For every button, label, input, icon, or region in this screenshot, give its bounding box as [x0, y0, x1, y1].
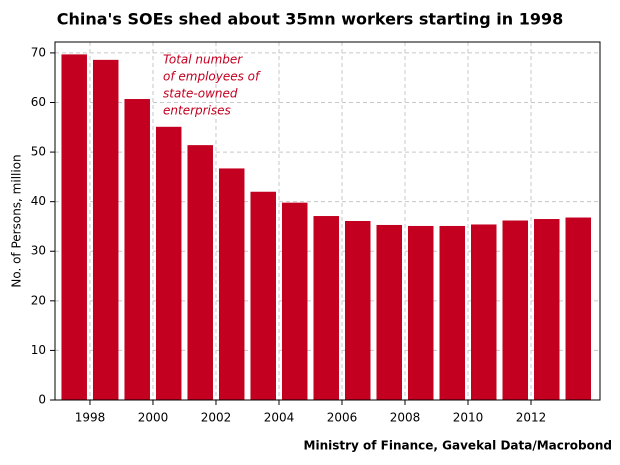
- bar: [439, 225, 466, 400]
- plot-frame: [54, 41, 601, 401]
- bar: [281, 202, 308, 400]
- bar: [565, 217, 592, 400]
- chart-title: China's SOEs shed about 35mn workers sta…: [57, 10, 564, 29]
- bar: [155, 126, 182, 400]
- x-tick-label: 1998: [75, 411, 106, 425]
- annotation: Total number: [163, 53, 243, 67]
- y-tick-label: 70: [31, 45, 46, 59]
- x-tick-label: 2000: [138, 411, 169, 425]
- bar: [250, 191, 276, 400]
- y-tick-label: 40: [31, 194, 46, 208]
- bar: [218, 168, 245, 400]
- y-tick-label: 10: [31, 343, 46, 357]
- x-tick-label: 2002: [201, 411, 232, 425]
- bar: [313, 216, 339, 400]
- y-tick-label: 30: [31, 244, 46, 258]
- bar: [407, 225, 434, 400]
- x-tick-label: 2008: [390, 411, 421, 425]
- bar: [187, 145, 213, 400]
- bar: [92, 59, 119, 401]
- annotation: state-owned: [163, 87, 238, 101]
- bar: [502, 220, 529, 400]
- y-tick-label: 50: [31, 145, 46, 159]
- bar: [471, 224, 497, 400]
- y-tick-label: 60: [31, 95, 46, 109]
- y-tick-label: 0: [38, 393, 46, 407]
- annotation: enterprises: [163, 104, 231, 118]
- source: Ministry of Finance, Gavekal Data/Macrob…: [304, 439, 612, 453]
- bar: [344, 221, 371, 400]
- bar: [124, 99, 150, 401]
- annotation: of employees of: [163, 70, 261, 84]
- x-tick-label: 2004: [264, 411, 295, 425]
- y-tick-label: 20: [31, 293, 46, 307]
- x-tick-label: 2006: [327, 411, 358, 425]
- x-tick-label: 2012: [516, 411, 547, 425]
- y-axis-label: No. of Persons, million: [10, 154, 24, 287]
- bar: [534, 219, 560, 400]
- x-tick-label: 2010: [453, 411, 484, 425]
- bar: [376, 224, 402, 400]
- bar: [61, 54, 87, 401]
